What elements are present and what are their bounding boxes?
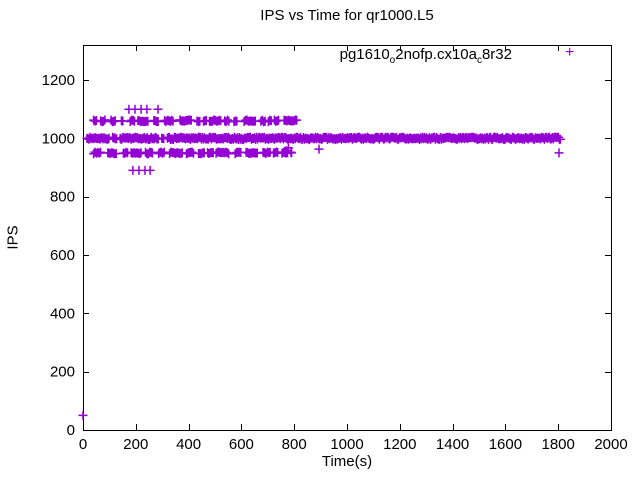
series-lower-band: [89, 147, 296, 159]
x-tick-label: 1600: [489, 436, 522, 453]
y-tick-label: 800: [50, 189, 75, 206]
legend-label-text: pg1610: [339, 46, 390, 63]
y-tick-label: 200: [50, 364, 75, 381]
chart-title: IPS vs Time for qr1000.L5: [260, 7, 434, 24]
legend-series-label: pg1610o2nofp.cx10ac8r32: [340, 46, 512, 66]
x-tick-label: 1200: [383, 436, 416, 453]
legend-label-subscript: c: [476, 55, 482, 66]
x-tick-label: 1800: [542, 436, 575, 453]
x-tick-label: 0: [79, 436, 87, 453]
x-axis-label: Time(s): [321, 453, 373, 470]
x-tick-label: 400: [176, 436, 201, 453]
y-tick-label: 1200: [42, 72, 75, 89]
series-outlier-points: [78, 104, 564, 420]
y-tick-label: 400: [50, 305, 75, 322]
plus-marker-icon: +: [565, 44, 575, 61]
plot-border: [83, 45, 612, 431]
y-tick-label: 600: [50, 247, 75, 264]
legend-label-text: 8r32: [481, 46, 512, 63]
legend-label-subscript: o: [389, 55, 396, 66]
x-tick-label: 1400: [436, 436, 469, 453]
y-tick-label: 1000: [42, 130, 75, 147]
series-steady-band: [82, 132, 565, 144]
y-tick-label: 0: [67, 422, 75, 439]
x-tick-label: 2000: [594, 436, 627, 453]
x-tick-label: 600: [229, 436, 254, 453]
legend-label-text: 2nofp.cx10a: [395, 46, 477, 63]
x-tick-label: 800: [282, 436, 307, 453]
x-tick-label: 1000: [330, 436, 363, 453]
x-tick-label: 200: [123, 436, 148, 453]
legend: pg1610o2nofp.cx10ac8r32 +: [0, 44, 640, 66]
series-upper-band: [89, 115, 302, 127]
